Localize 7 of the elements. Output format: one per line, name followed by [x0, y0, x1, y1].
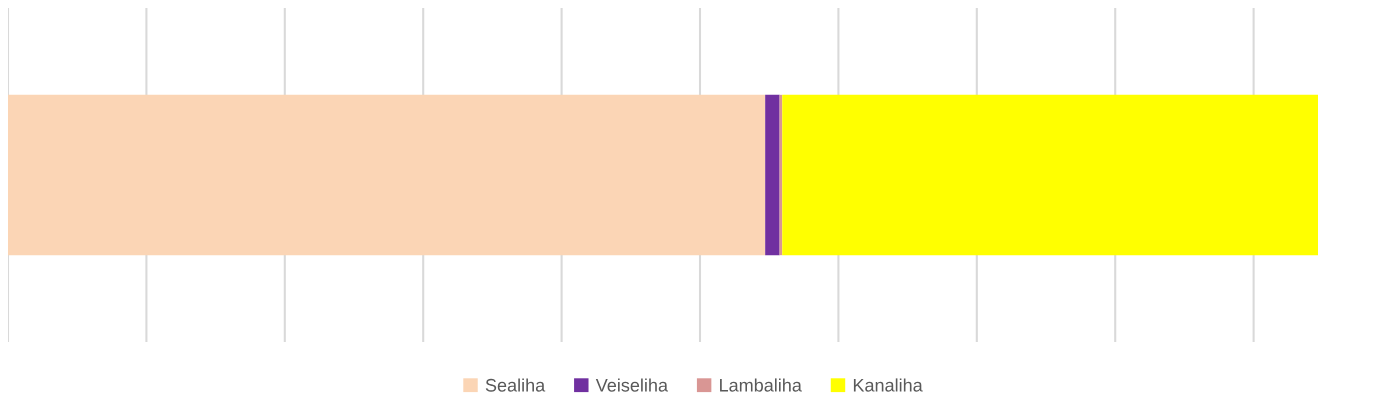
legend-label: Lambaliha — [720, 378, 802, 392]
bar — [782, 94, 1318, 256]
bar — [8, 94, 766, 256]
bar — [765, 94, 780, 256]
legend-label: Veiseliha — [595, 378, 669, 392]
legend-label: Sealiha — [485, 378, 546, 392]
legend-label: Kanaliha — [853, 378, 923, 392]
